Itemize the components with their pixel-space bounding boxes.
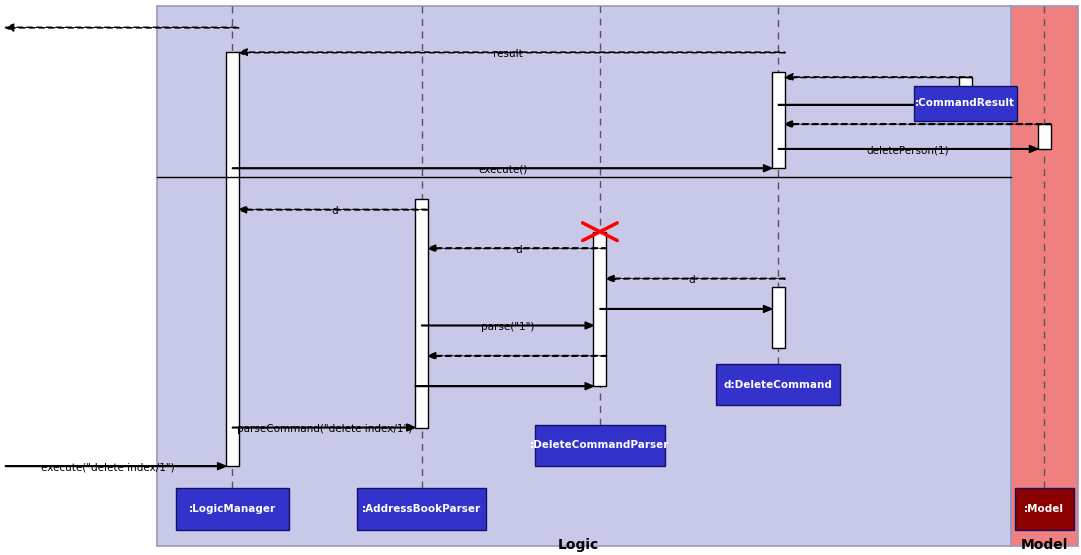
Bar	[535, 425, 665, 466]
Text: parseCommand("delete index/1"): parseCommand("delete index/1")	[237, 424, 412, 434]
Text: :Model: :Model	[1024, 504, 1065, 514]
Text: parse("1"): parse("1")	[481, 322, 535, 332]
FancyArrowPatch shape	[5, 463, 226, 470]
Text: :DeleteCommandParser: :DeleteCommandParser	[531, 441, 669, 451]
Bar	[772, 287, 785, 347]
Bar	[415, 199, 428, 427]
Bar	[717, 364, 841, 406]
FancyArrowPatch shape	[232, 424, 415, 431]
Text: deletePerson(1): deletePerson(1)	[867, 145, 949, 155]
Text: execute("delete index/1"): execute("delete index/1")	[41, 463, 175, 473]
Bar	[1015, 488, 1075, 529]
FancyArrowPatch shape	[239, 206, 428, 213]
Bar	[175, 488, 290, 529]
Bar	[357, 488, 486, 529]
Text: d: d	[332, 206, 338, 216]
FancyArrowPatch shape	[428, 245, 606, 252]
Text: d: d	[689, 275, 695, 285]
Text: d:DeleteCommand: d:DeleteCommand	[724, 380, 832, 390]
FancyArrowPatch shape	[422, 322, 593, 329]
Text: Model: Model	[1020, 538, 1068, 552]
Bar	[959, 77, 972, 105]
FancyArrowPatch shape	[415, 383, 593, 390]
Bar	[1038, 124, 1051, 149]
FancyArrowPatch shape	[778, 102, 959, 108]
Text: d: d	[516, 245, 522, 255]
Text: :CommandResult: :CommandResult	[916, 98, 1015, 108]
FancyArrowPatch shape	[606, 275, 785, 282]
FancyArrowPatch shape	[600, 305, 772, 312]
FancyArrowPatch shape	[239, 49, 785, 56]
FancyArrowPatch shape	[778, 145, 1038, 153]
FancyArrowPatch shape	[232, 165, 772, 171]
Text: execute(): execute()	[478, 165, 528, 175]
Text: :AddressBookParser: :AddressBookParser	[362, 504, 481, 514]
Text: result: result	[493, 49, 523, 59]
Bar	[1011, 6, 1078, 546]
FancyArrowPatch shape	[785, 74, 972, 80]
FancyArrowPatch shape	[5, 24, 239, 31]
Bar	[593, 231, 606, 386]
Bar	[772, 72, 785, 168]
Bar	[915, 85, 1016, 122]
FancyArrowPatch shape	[785, 120, 1051, 128]
Text: Logic: Logic	[558, 538, 599, 552]
FancyArrowPatch shape	[428, 352, 606, 359]
Text: :LogicManager: :LogicManager	[189, 504, 276, 514]
Bar	[226, 52, 239, 466]
Bar	[157, 6, 1011, 546]
